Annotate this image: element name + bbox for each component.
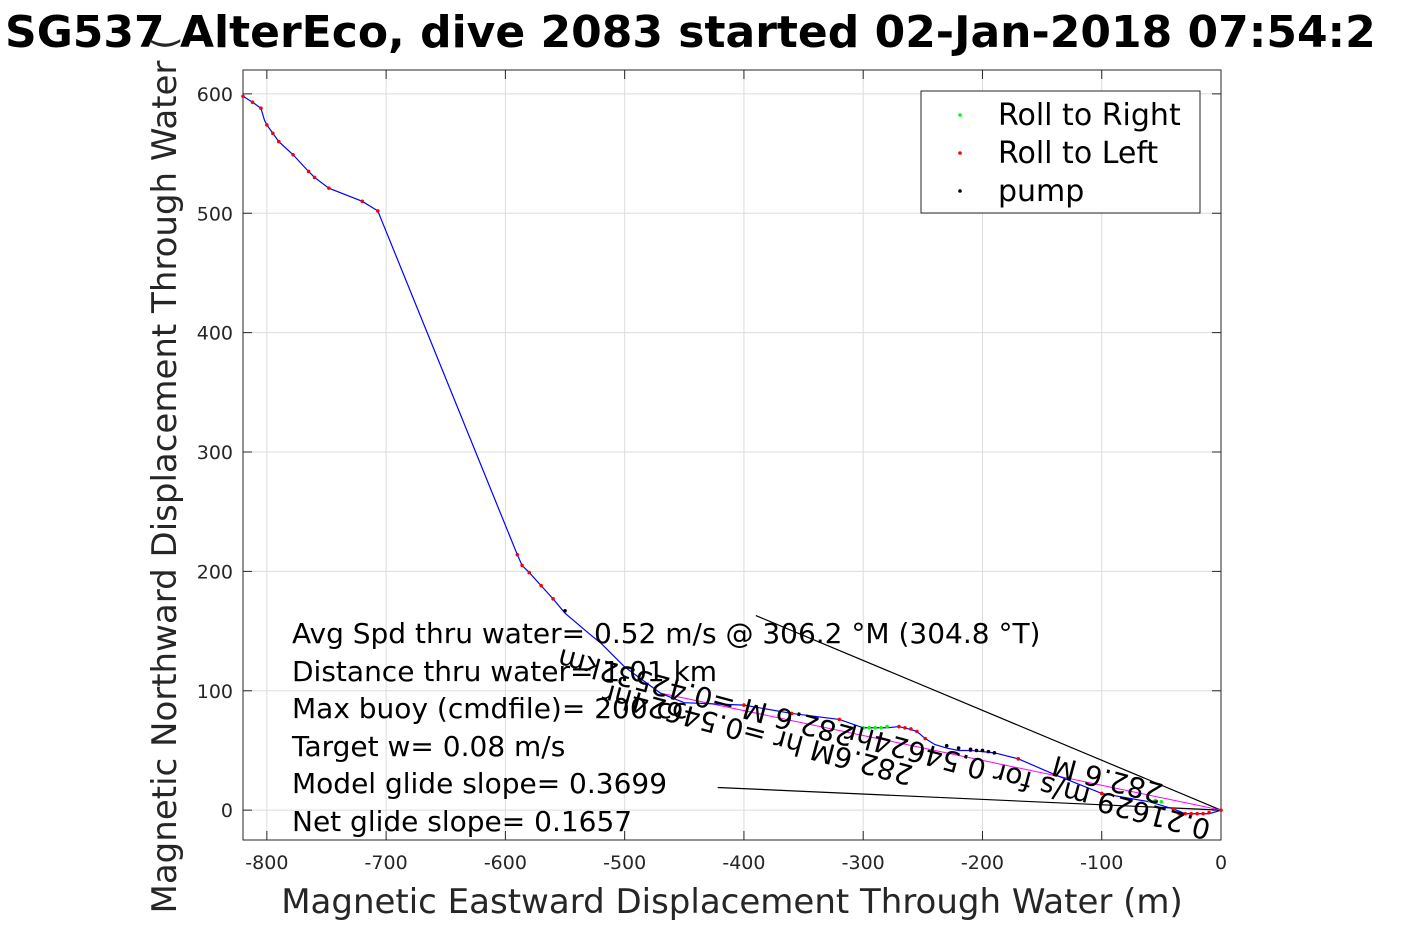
- reference-lines: [660, 615, 1222, 811]
- y-tick-label: 100: [197, 681, 233, 703]
- annotation-block: Avg Spd thru water= 0.52 m/s @ 306.2 °M …: [291, 617, 1040, 838]
- annotation-distance: Distance thru water= 1.01 km: [292, 655, 717, 688]
- roll-left-point: [551, 597, 555, 601]
- y-tick-label: 600: [197, 84, 233, 106]
- roll-left-point: [276, 139, 281, 144]
- y-tick-label: 200: [197, 561, 233, 583]
- legend-marker-roll-left: [958, 151, 962, 155]
- roll-left-point: [250, 100, 255, 105]
- roll-left-point: [1207, 810, 1211, 815]
- avg-speed-vector-line: [755, 615, 1222, 811]
- y-tick-label: 0: [221, 800, 233, 822]
- roll-right-point: [879, 725, 883, 730]
- x-tick-label: 0: [1215, 852, 1227, 874]
- annotation-model-glide: Model glide slope= 0.3699: [292, 767, 667, 800]
- roll-left-point: [271, 131, 275, 136]
- roll-left-point: [1189, 811, 1193, 816]
- y-tick-label: 300: [197, 442, 233, 464]
- pump-point: [986, 749, 991, 754]
- x-tick-label: -300: [842, 852, 885, 874]
- legend-marker-roll-right: [958, 113, 962, 117]
- roll-left-point: [1177, 811, 1182, 816]
- roll-left-point: [539, 583, 543, 588]
- axis-ticks: -800 -700 -600 -500 -400 -300 -200 -100 0 0 100 200…: [197, 70, 1227, 874]
- roll-left-point: [527, 570, 532, 575]
- legend: Roll to Right Roll to Left pump: [920, 90, 1201, 214]
- roll-left-point: [837, 717, 842, 722]
- roll-left-point: [520, 563, 524, 568]
- legend-label-roll-left: Roll to Left: [998, 136, 1158, 171]
- x-tick-label: -500: [603, 852, 646, 874]
- roll-left-point: [1016, 757, 1021, 761]
- roll-right-point: [861, 725, 865, 730]
- annotation-max-buoy: Max buoy (cmdfile)= 200 cc: [292, 692, 687, 725]
- annotation-net-glide: Net glide slope= 0.1657: [292, 805, 632, 838]
- legend-box: [920, 90, 1201, 214]
- roll-left-point: [1171, 807, 1176, 811]
- roll-left-point: [291, 152, 295, 157]
- roll-left-point: [259, 106, 263, 111]
- roll-left-point: [375, 209, 380, 213]
- roll-left-point: [742, 703, 746, 707]
- roll-left-point: [265, 123, 269, 127]
- roll-right-point: [885, 724, 889, 729]
- x-tick-label: -200: [961, 852, 1004, 874]
- pump-point: [956, 746, 961, 750]
- roll-right-point: [1147, 798, 1152, 803]
- x-tick-label: -600: [484, 852, 527, 874]
- roll-left-point: [1201, 811, 1205, 816]
- x-tick-label: -400: [722, 852, 765, 874]
- roll-left-point: [923, 736, 928, 741]
- legend-label-roll-right: Roll to Right: [998, 98, 1181, 133]
- roll-right-point: [1153, 798, 1158, 803]
- roll-right-point: [1159, 799, 1164, 804]
- roll-left-point: [909, 727, 913, 731]
- y-tick-label: 500: [197, 203, 233, 225]
- roll-left-point: [241, 94, 245, 99]
- pitch-line: [660, 692, 1222, 811]
- legend-label-pump: pump: [998, 174, 1084, 209]
- roll-left-point: [1183, 811, 1188, 816]
- roll-left-point: [1099, 791, 1104, 796]
- roll-left-point: [360, 199, 365, 204]
- roll-right-point: [873, 725, 877, 730]
- pump-point: [992, 751, 997, 755]
- y-axis-label: Magnetic Northward Displacement Through …: [145, 37, 185, 914]
- roll-left-point: [327, 186, 331, 190]
- roll-left-point: [1219, 808, 1223, 812]
- annotation-avg-speed: Avg Spd thru water= 0.52 m/s @ 306.2 °M …: [292, 617, 1040, 650]
- y-tick-label: 400: [197, 323, 233, 345]
- data-series: [241, 94, 1223, 816]
- roll-left-point: [897, 724, 901, 729]
- x-axis-label: Magnetic Eastward Displacement Through W…: [281, 882, 1183, 922]
- annotation-target-w: Target w= 0.08 m/s: [291, 730, 565, 763]
- rotated-annotations: 282.6 M =0.42532km 282.6M hr =0.54624hr …: [554, 642, 1214, 846]
- roll-left-point: [915, 729, 919, 734]
- pump-point: [980, 748, 985, 753]
- roll-right-point: [867, 725, 871, 730]
- pump-point: [968, 747, 973, 752]
- roll-left-point: [789, 711, 794, 716]
- chart-title: SG537 AlterEco, dive 2083 started 02-Jan…: [5, 7, 1376, 58]
- grid-lines: [243, 70, 1222, 840]
- pump-point: [974, 748, 979, 753]
- roll-left-point: [903, 725, 907, 730]
- roll-left-point: [312, 175, 317, 180]
- x-tick-label: -800: [245, 852, 288, 874]
- x-tick-label: -700: [365, 852, 408, 874]
- roll-left-point: [1052, 772, 1056, 777]
- legend-marker-pump: [958, 189, 962, 193]
- pump-point: [944, 743, 949, 748]
- roll-left-point: [515, 552, 520, 557]
- roll-left-point: [1195, 811, 1199, 816]
- pump-point: [563, 608, 567, 613]
- model-glide-leader-line: [717, 786, 1222, 811]
- x-tick-label: -100: [1080, 852, 1123, 874]
- roll-left-point: [306, 169, 311, 174]
- plot-area-border: [242, 69, 1222, 841]
